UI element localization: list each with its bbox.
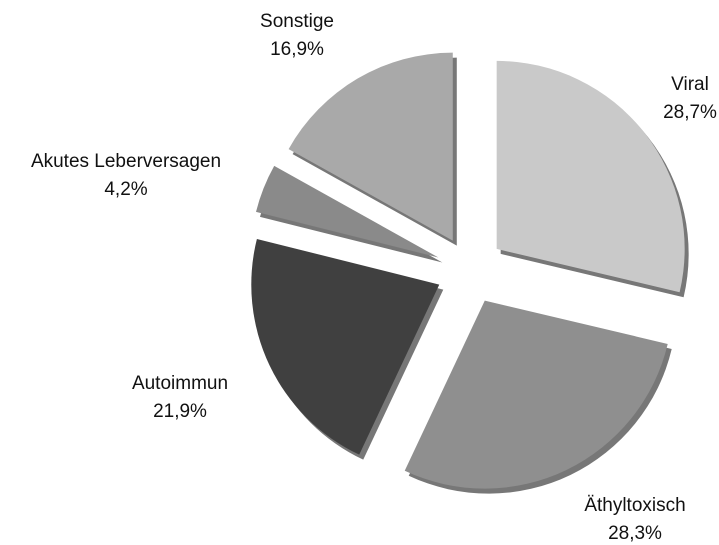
slice-label: Äthyltoxisch: [584, 495, 685, 516]
slice: [496, 60, 685, 293]
slice-label: Akutes Leberversagen: [31, 151, 221, 172]
slice: [404, 300, 668, 489]
value-label: 21,9%: [153, 401, 207, 422]
value-label: 4,2%: [104, 179, 147, 200]
slice: [288, 52, 453, 241]
value-label: 16,9%: [270, 39, 324, 60]
slice-label: Autoimmun: [132, 373, 228, 394]
slice: [251, 238, 440, 455]
slice-label: Sonstige: [260, 11, 334, 32]
value-label: 28,3%: [608, 523, 662, 544]
slice-label: Viral: [671, 74, 709, 95]
slice: [256, 165, 439, 258]
value-label: 28,7%: [663, 102, 717, 123]
